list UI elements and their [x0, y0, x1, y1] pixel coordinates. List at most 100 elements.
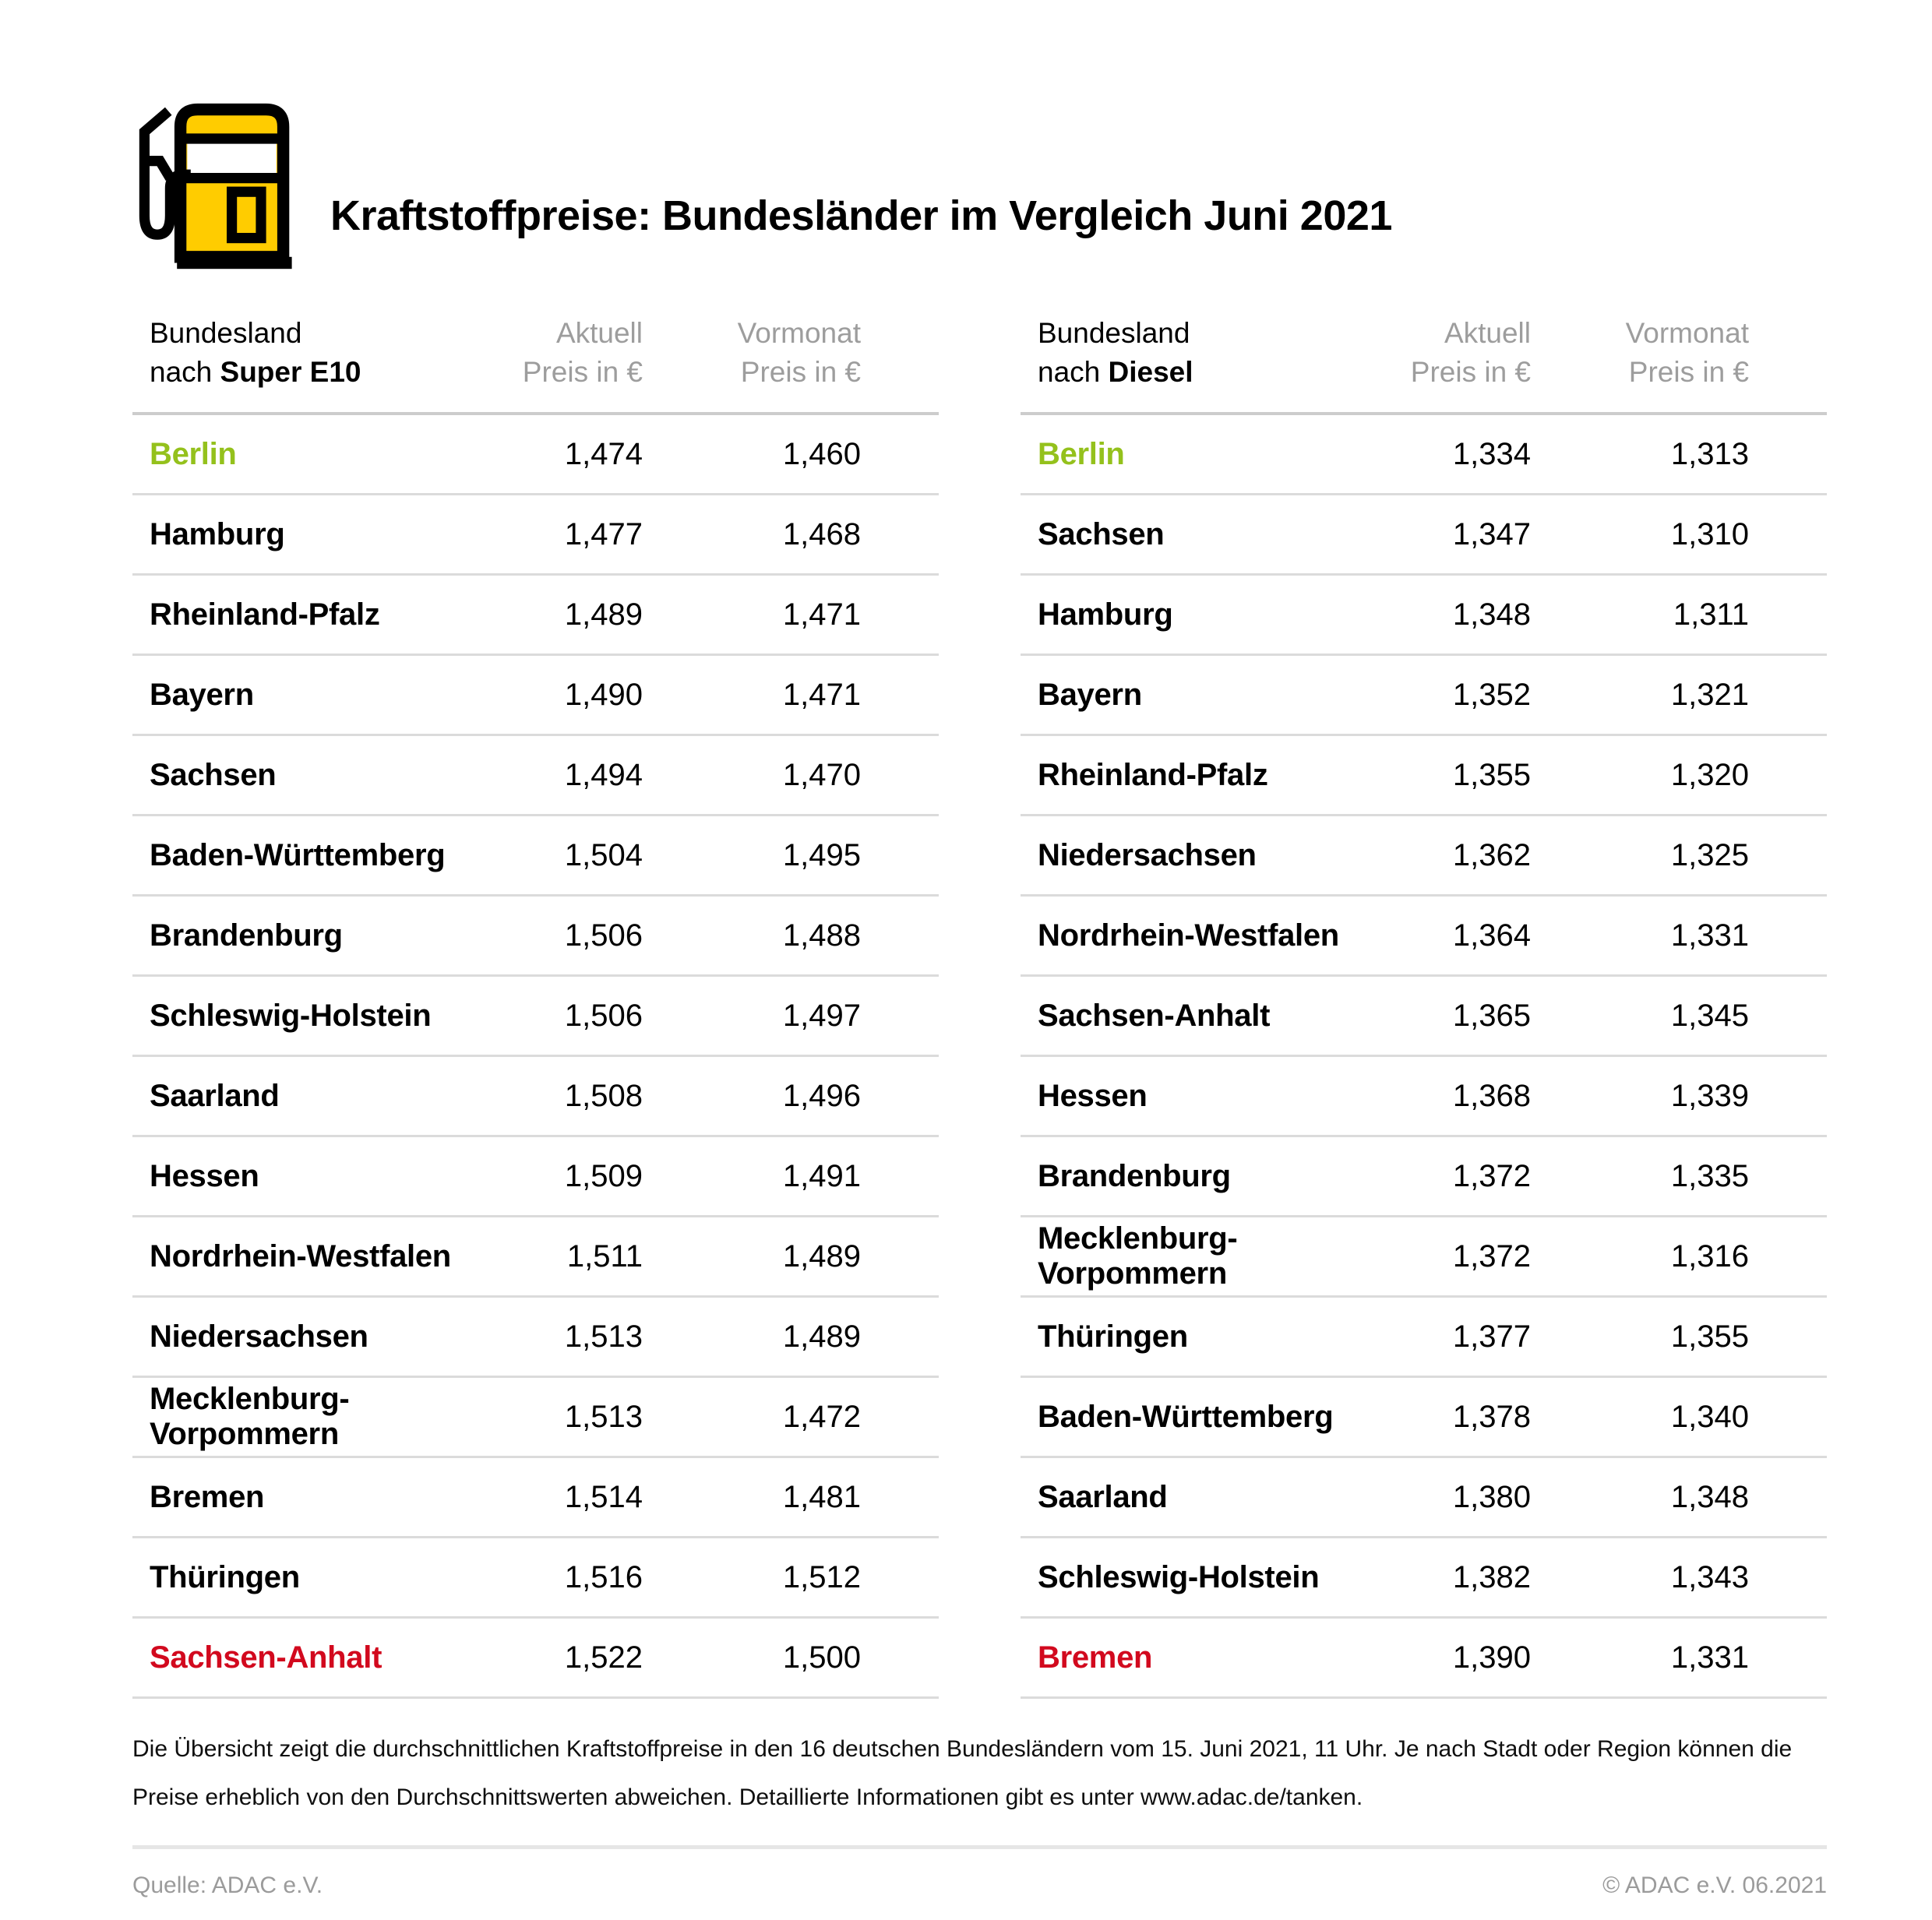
vormonat-value: 1,471: [782, 597, 861, 632]
state-name: Berlin: [150, 436, 237, 471]
vormonat-value: 1,331: [1670, 918, 1749, 953]
aktuell-value: 1,372: [1452, 1238, 1531, 1274]
table-row: Mecklenburg-Vorpommern 1,372 1,316: [1021, 1217, 1827, 1298]
column-header-vormonat: Vormonat Preis in €: [643, 314, 861, 392]
state-name: Bremen: [1038, 1640, 1153, 1675]
state-name: Thüringen: [1038, 1319, 1188, 1354]
table-row: Nordrhein-Westfalen 1,511 1,489: [132, 1217, 939, 1298]
price-tables: Bundesland nach Super E10 Aktuell Preis …: [132, 314, 1827, 1699]
vormonat-value: 1,310: [1670, 516, 1749, 551]
table-row: Bremen 1,390 1,331: [1021, 1619, 1827, 1699]
state-name: Mecklenburg-Vorpommern: [150, 1382, 350, 1451]
table-row: Sachsen-Anhalt 1,522 1,500: [132, 1619, 939, 1699]
table-row: Bayern 1,352 1,321: [1021, 656, 1827, 736]
table-header: Bundesland nach Super E10 Aktuell Preis …: [132, 314, 939, 415]
footnote-line-1: Die Übersicht zeigt die durchschnittlich…: [132, 1736, 1793, 1762]
aktuell-value: 1,506: [564, 918, 643, 953]
vormonat-value: 1,331: [1670, 1640, 1749, 1675]
table-row: Niedersachsen 1,362 1,325: [1021, 816, 1827, 897]
aktuell-value: 1,355: [1452, 757, 1531, 792]
state-name: Hessen: [150, 1158, 259, 1193]
aktuell-value: 1,513: [564, 1319, 643, 1354]
aktuell-value: 1,377: [1452, 1319, 1531, 1354]
aktuell-value: 1,334: [1452, 436, 1531, 471]
aktuell-value: 1,347: [1452, 516, 1531, 551]
aktuell-value: 1,390: [1452, 1640, 1531, 1675]
vormonat-value: 1,488: [782, 918, 861, 953]
table-row: Rheinland-Pfalz 1,355 1,320: [1021, 736, 1827, 816]
vormonat-value: 1,339: [1670, 1078, 1749, 1113]
table-super-e10: Bundesland nach Super E10 Aktuell Preis …: [132, 314, 939, 1699]
vormonat-value: 1,472: [782, 1399, 861, 1434]
table-body: Berlin 1,334 1,313 Sachsen 1,347 1,310 Hamburg…: [1021, 415, 1827, 1699]
table-row: Thüringen 1,516 1,512: [132, 1538, 939, 1619]
aktuell-value: 1,522: [564, 1640, 643, 1675]
vormonat-value: 1,335: [1670, 1158, 1749, 1193]
aktuell-value: 1,508: [564, 1078, 643, 1113]
table-row: Saarland 1,508 1,496: [132, 1057, 939, 1137]
vormonat-value: 1,512: [782, 1559, 861, 1594]
header-prefix: nach: [150, 356, 213, 388]
table-row: Sachsen 1,494 1,470: [132, 736, 939, 816]
aktuell-value: 1,514: [564, 1479, 643, 1514]
fuel-pump-icon: [132, 92, 304, 275]
state-name: Rheinland-Pfalz: [150, 597, 380, 632]
source-label: Quelle: ADAC e.V.: [132, 1872, 323, 1898]
state-name: Sachsen: [150, 757, 277, 792]
state-name: Sachsen-Anhalt: [150, 1640, 383, 1675]
table-row: Hamburg 1,477 1,468: [132, 495, 939, 576]
vormonat-value: 1,496: [782, 1078, 861, 1113]
vormonat-value: 1,481: [782, 1479, 861, 1514]
vormonat-value: 1,468: [782, 516, 861, 551]
state-name: Bayern: [1038, 677, 1142, 712]
aktuell-value: 1,494: [564, 757, 643, 792]
aktuell-label: Aktuell: [1444, 317, 1531, 349]
column-header-bundesland: Bundesland nach Diesel: [1038, 314, 1391, 392]
state-name: Hamburg: [1038, 597, 1173, 632]
table-row: Brandenburg 1,506 1,488: [132, 897, 939, 977]
state-name: Baden-Württemberg: [1038, 1399, 1334, 1434]
aktuell-value: 1,365: [1452, 998, 1531, 1033]
table-row: Mecklenburg-Vorpommern 1,513 1,472: [132, 1378, 939, 1458]
masthead: Kraftstoffpreise: Bundesländer im Vergle…: [132, 92, 1827, 275]
aktuell-value: 1,368: [1452, 1078, 1531, 1113]
aktuell-unit: Preis in €: [1410, 356, 1531, 388]
table-row: Brandenburg 1,372 1,335: [1021, 1137, 1827, 1217]
state-name: Niedersachsen: [150, 1319, 368, 1354]
aktuell-value: 1,378: [1452, 1399, 1531, 1434]
vormonat-value: 1,500: [782, 1640, 861, 1675]
state-name: Thüringen: [150, 1559, 300, 1594]
aktuell-value: 1,474: [564, 436, 643, 471]
vormonat-value: 1,348: [1670, 1479, 1749, 1514]
state-name: Berlin: [1038, 436, 1125, 471]
state-name: Bayern: [150, 677, 254, 712]
aktuell-value: 1,513: [564, 1399, 643, 1434]
state-name: Baden-Württemberg: [150, 837, 446, 872]
column-header-vormonat: Vormonat Preis in €: [1531, 314, 1749, 392]
aktuell-value: 1,380: [1452, 1479, 1531, 1514]
state-name: Hamburg: [150, 516, 285, 551]
state-name: Sachsen: [1038, 516, 1165, 551]
vormonat-value: 1,345: [1670, 998, 1749, 1033]
column-header-bundesland: Bundesland nach Super E10: [150, 314, 502, 392]
vormonat-value: 1,489: [782, 1319, 861, 1354]
table-row: Nordrhein-Westfalen 1,364 1,331: [1021, 897, 1827, 977]
table-row: Baden-Württemberg 1,504 1,495: [132, 816, 939, 897]
aktuell-unit: Preis in €: [522, 356, 643, 388]
state-name: Brandenburg: [150, 918, 343, 953]
vormonat-value: 1,313: [1670, 436, 1749, 471]
vormonat-label: Vormonat: [737, 317, 861, 349]
vormonat-value: 1,343: [1670, 1559, 1749, 1594]
vormonat-value: 1,325: [1670, 837, 1749, 872]
aktuell-value: 1,477: [564, 516, 643, 551]
vormonat-value: 1,316: [1670, 1238, 1749, 1274]
state-name: Brandenburg: [1038, 1158, 1231, 1193]
vormonat-unit: Preis in €: [740, 356, 861, 388]
page-title: Kraftstoffpreise: Bundesländer im Vergle…: [330, 192, 1392, 239]
footnote-line-2: Preise erheblich von den Durchschnittswe…: [132, 1784, 1363, 1810]
table-row: Hessen 1,509 1,491: [132, 1137, 939, 1217]
table-row: Baden-Württemberg 1,378 1,340: [1021, 1378, 1827, 1458]
vormonat-value: 1,491: [782, 1158, 861, 1193]
aktuell-value: 1,506: [564, 998, 643, 1033]
